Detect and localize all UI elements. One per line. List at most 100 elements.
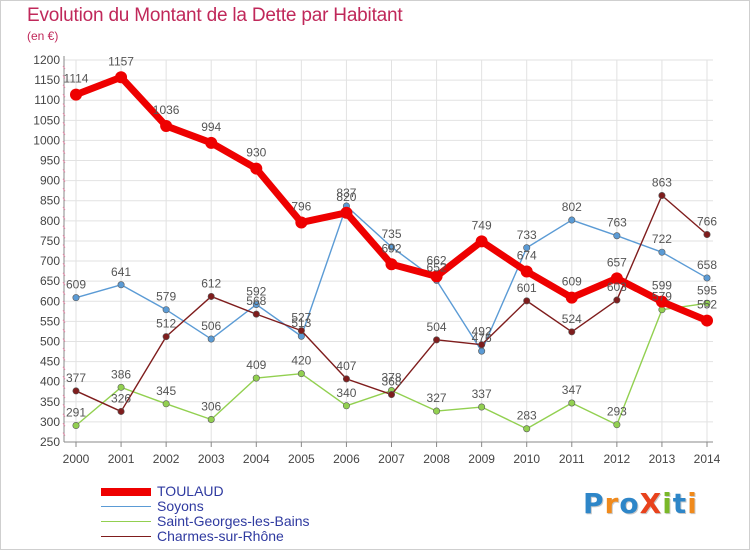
data-label: 420 <box>291 354 311 368</box>
data-point <box>703 299 711 307</box>
data-label: 994 <box>201 120 221 134</box>
data-point <box>72 422 80 430</box>
grid-layer <box>64 59 713 443</box>
data-point <box>207 292 215 300</box>
data-label: 337 <box>472 387 492 401</box>
data-label: 568 <box>246 294 266 308</box>
legend-item: Saint-Georges-les-Bains <box>101 514 310 529</box>
data-point <box>523 425 531 433</box>
x-tick-label: 2007 <box>378 452 405 466</box>
axis-dash <box>62 84 66 89</box>
axis-dash <box>62 404 66 408</box>
data-label: 326 <box>111 391 131 405</box>
axis-dash <box>62 385 66 389</box>
data-point <box>295 216 308 229</box>
axis-dash <box>62 394 66 399</box>
x-tick-label: 2014 <box>694 452 721 466</box>
axis-dash <box>62 65 66 70</box>
chart-title: Evolution du Montant de la Dette par Hab… <box>27 5 403 26</box>
data-point <box>478 403 486 411</box>
data-label: 524 <box>562 312 582 326</box>
data-label: 283 <box>517 409 537 423</box>
logo-letter: r <box>604 487 620 520</box>
data-label: 504 <box>427 320 447 334</box>
logo-letter: X <box>639 487 663 520</box>
axis-dash <box>62 131 66 136</box>
x-tick-label: 2000 <box>63 452 90 466</box>
data-point <box>433 336 441 344</box>
data-label: 837 <box>336 186 356 200</box>
data-point <box>162 333 170 341</box>
axis-dash <box>62 300 66 305</box>
data-label: 766 <box>697 215 717 229</box>
axis-dash <box>62 310 66 314</box>
data-point <box>117 281 125 289</box>
axis-dash <box>62 159 66 164</box>
data-label: 763 <box>607 216 627 230</box>
data-label: 749 <box>472 218 492 232</box>
y-tick-label: 1100 <box>34 93 60 107</box>
data-point <box>70 88 82 101</box>
y-tick-label: 1150 <box>34 73 60 87</box>
data-label: 601 <box>517 281 537 295</box>
data-label: 802 <box>562 200 582 214</box>
data-label: 692 <box>381 241 401 255</box>
data-label: 340 <box>336 386 356 400</box>
x-tick-label: 2003 <box>198 452 225 466</box>
y-tick-label: 1200 <box>33 53 60 67</box>
axis-dash <box>62 319 66 324</box>
chart-subtitle: (en €) <box>27 29 59 43</box>
y-tick-label: 900 <box>40 174 60 188</box>
axis-dash <box>62 75 66 79</box>
legend-item: Charmes-sur-Rhône <box>101 529 310 544</box>
data-point <box>523 297 531 305</box>
data-point <box>207 335 215 343</box>
data-label: 579 <box>156 290 176 304</box>
data-label: 293 <box>607 405 627 419</box>
x-tick-label: 2008 <box>423 452 450 466</box>
legend-label: Soyons <box>157 498 204 514</box>
y-tick-label: 400 <box>40 375 60 389</box>
x-tick-label: 2009 <box>468 452 495 466</box>
axis-dash <box>62 93 66 98</box>
data-point <box>117 383 125 391</box>
data-label: 733 <box>517 228 537 242</box>
data-label: 579 <box>652 290 672 304</box>
data-label: 527 <box>291 311 311 325</box>
y-tick-label: 1000 <box>33 133 60 147</box>
axis-dash <box>62 103 66 107</box>
axis-dash <box>62 347 66 352</box>
data-point <box>72 294 80 302</box>
data-point <box>701 314 713 327</box>
data-label: 407 <box>336 359 356 373</box>
data-point <box>433 407 441 415</box>
data-point <box>252 300 260 308</box>
data-label: 513 <box>291 316 311 330</box>
data-point <box>342 375 350 383</box>
data-label: 609 <box>66 278 86 292</box>
y-tick-label: 550 <box>40 314 60 328</box>
axis-dash <box>62 432 66 436</box>
data-point <box>207 415 215 423</box>
y-tick-label: 800 <box>40 214 60 228</box>
data-label: 347 <box>562 383 582 397</box>
legend-item: Soyons <box>101 499 310 514</box>
y-tick-label: 350 <box>40 395 60 409</box>
data-point <box>565 291 578 304</box>
legend-swatch <box>101 520 151 523</box>
data-point <box>250 162 263 175</box>
y-tick-label: 600 <box>40 294 60 308</box>
axis-dash <box>62 187 66 192</box>
series-layer <box>70 71 713 433</box>
data-label: 722 <box>652 232 672 246</box>
data-label: 368 <box>381 375 401 389</box>
logo-letter: P <box>583 487 605 520</box>
axis-layer: 250 300 350 400 450 500 550 600 650 700 750 800 850 9… <box>33 53 720 466</box>
data-point <box>342 402 350 410</box>
data-label: 492 <box>472 325 492 339</box>
data-label: 386 <box>111 367 131 381</box>
legend-item: TOULAUD <box>101 484 310 499</box>
x-tick-label: 2002 <box>153 452 180 466</box>
data-label: 658 <box>697 258 717 272</box>
